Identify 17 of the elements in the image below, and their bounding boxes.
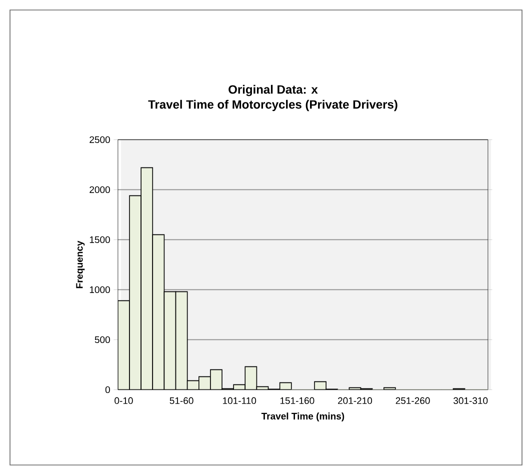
x-tick-label: 51-60: [170, 397, 194, 404]
y-tick-label: 2500: [90, 136, 110, 144]
x-tick-label: 301-310: [454, 397, 488, 404]
y-axis-title: Frequency: [76, 240, 85, 288]
y-tick-label: 0: [105, 386, 110, 394]
y-tick-label: 1000: [90, 286, 110, 294]
chart-subtitle: Travel Time of Motorcycles (Private Drivers): [148, 100, 398, 112]
x-axis-title: Travel Time (mins): [261, 412, 344, 422]
y-tick-label: 2000: [90, 186, 110, 194]
x-tick-label: 101-110: [222, 397, 256, 404]
chart-title: Original Data: x: [228, 84, 318, 96]
x-tick-label: 201-210: [338, 397, 372, 404]
y-tick-label: 500: [94, 336, 110, 344]
x-tick-label: 251-260: [396, 397, 430, 404]
x-tick-label: 151-160: [280, 397, 314, 404]
x-tick-label: 0-10: [114, 397, 133, 404]
y-tick-label: 1500: [90, 236, 110, 244]
